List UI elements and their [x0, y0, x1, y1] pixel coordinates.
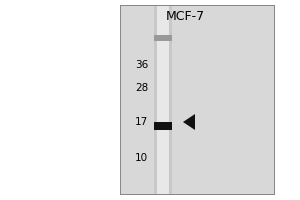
- Text: MCF-7: MCF-7: [165, 10, 205, 23]
- Text: 28: 28: [135, 83, 148, 93]
- Polygon shape: [183, 114, 195, 130]
- Text: 17: 17: [135, 117, 148, 127]
- Text: 10: 10: [135, 153, 148, 163]
- Text: 36: 36: [135, 60, 148, 70]
